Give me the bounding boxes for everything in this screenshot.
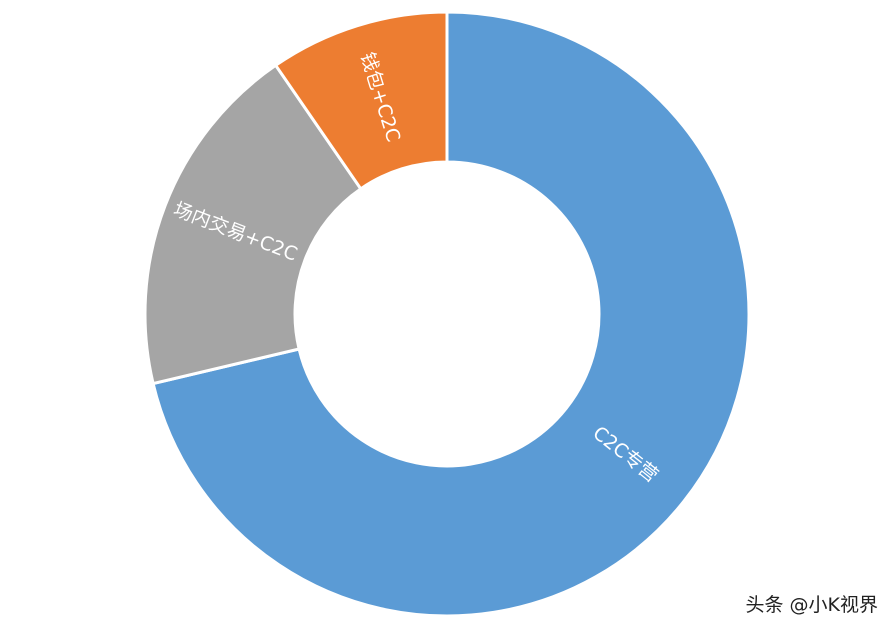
watermark: 头条 @小K视界 (745, 594, 879, 616)
slice-2 (143, 63, 363, 386)
slice-3 (273, 10, 449, 191)
slice-1 (151, 10, 751, 618)
